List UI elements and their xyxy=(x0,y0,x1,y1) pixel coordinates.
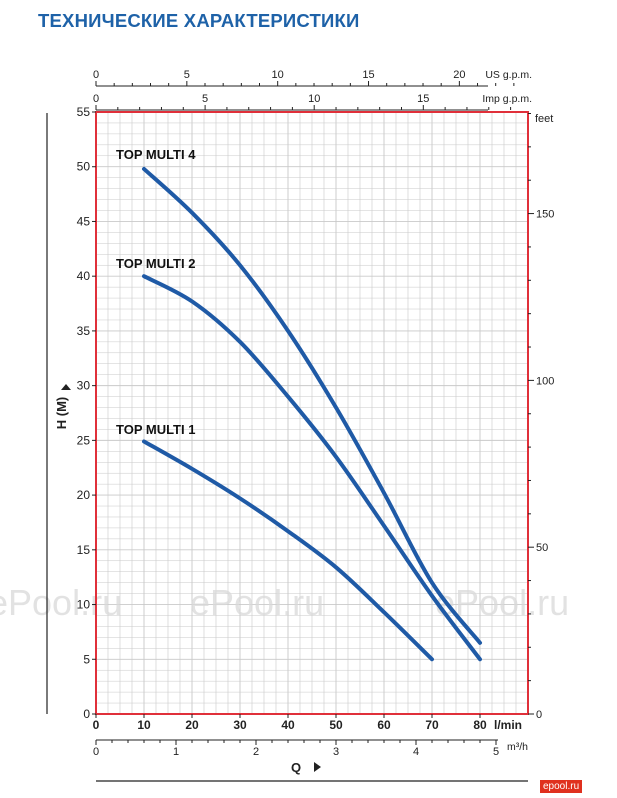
q-axis-arrow-icon xyxy=(314,762,321,772)
y-tick-label: 25 xyxy=(77,433,91,447)
y-tick-label: 50 xyxy=(77,160,91,174)
feet-axis-title: feet xyxy=(535,113,553,125)
top-axis-tick-label: 0 xyxy=(93,69,99,81)
bottom-axis-tick-label: 2 xyxy=(253,746,259,758)
curve-top-multi-4 xyxy=(142,166,482,645)
series-label-top-multi-4: TOP MULTI 4 xyxy=(116,147,196,162)
series-label-top-multi-1: TOP MULTI 1 xyxy=(116,422,195,437)
y-tick-label: 35 xyxy=(77,324,91,338)
top-axis-unit-label: Imp g.p.m. xyxy=(482,93,532,105)
bottom-axis-tick-label: 0 xyxy=(93,746,99,758)
x-tick-label: 80 xyxy=(473,718,487,732)
top-axis-unit-label: US g.p.m. xyxy=(485,69,532,81)
y-axis-arrow-icon xyxy=(61,384,71,390)
y-tick-label: 15 xyxy=(77,543,91,557)
x-tick-label: 70 xyxy=(425,718,439,732)
feet-tick-label: 150 xyxy=(536,209,554,221)
y-tick-label: 55 xyxy=(77,105,91,119)
curves xyxy=(142,166,482,662)
y-tick-label: 20 xyxy=(77,488,91,502)
x-tick-label: 10 xyxy=(137,718,151,732)
top-axis-tick-label: 20 xyxy=(453,69,465,81)
x-tick-label: 30 xyxy=(233,718,247,732)
series-label-top-multi-2: TOP MULTI 2 xyxy=(116,256,195,271)
x-tick-label: 40 xyxy=(281,718,295,732)
bottom-axis-unit-label: m³/h xyxy=(507,741,528,753)
curve-top-multi-2 xyxy=(142,274,482,662)
x-tick-label: 0 xyxy=(93,718,100,732)
brand-logo: epool.ru xyxy=(540,780,583,793)
watermark-text: ePool.ru xyxy=(190,582,324,623)
bottom-axis-tick-label: 5 xyxy=(493,746,499,758)
y-tick-label: 30 xyxy=(77,379,91,393)
top-axis-tick-label: 15 xyxy=(417,93,429,105)
feet-tick-label: 100 xyxy=(536,375,554,387)
top-axis-tick-label: 0 xyxy=(93,93,99,105)
x-unit-label: l/min xyxy=(494,718,522,732)
x-tick-label: 60 xyxy=(377,718,391,732)
y-axis-title: H (M) xyxy=(54,397,69,430)
top-axis-tick-label: 5 xyxy=(184,69,190,81)
q-axis-title: Q xyxy=(291,760,301,775)
bottom-axis-tick-label: 1 xyxy=(173,746,179,758)
bottom-axis-tick-label: 4 xyxy=(413,746,419,758)
page-title: ТЕХНИЧЕСКИЕ ХАРАКТЕРИСТИКИ xyxy=(38,10,360,31)
y-tick-label: 5 xyxy=(83,652,90,666)
watermark-layer: ePool.ru ePool.ru ePool.ru xyxy=(0,582,569,623)
y-tick-label: 10 xyxy=(77,598,91,612)
x-tick-label: 50 xyxy=(329,718,343,732)
feet-tick-label: 50 xyxy=(536,542,548,554)
y-tick-label: 45 xyxy=(77,214,91,228)
y-tick-label: 0 xyxy=(83,707,90,721)
x-tick-label: 20 xyxy=(185,718,199,732)
feet-tick-label: 0 xyxy=(536,709,542,721)
plot-frame xyxy=(95,111,529,715)
top-axis-tick-label: 10 xyxy=(308,93,320,105)
watermark-text: ePool.ru xyxy=(0,582,122,623)
labels: TOP MULTI 4 TOP MULTI 2 TOP MULTI 1 xyxy=(116,147,196,437)
top-axis-tick-label: 5 xyxy=(202,93,208,105)
y-tick-label: 40 xyxy=(77,269,91,283)
curve-top-multi-1 xyxy=(142,439,434,662)
top-axis-tick-label: 15 xyxy=(362,69,374,81)
watermark-text: ePool.ru xyxy=(435,582,569,623)
top-axis-tick-label: 10 xyxy=(272,69,284,81)
plot-border xyxy=(95,111,529,715)
bottom-axis-tick-label: 3 xyxy=(333,746,339,758)
